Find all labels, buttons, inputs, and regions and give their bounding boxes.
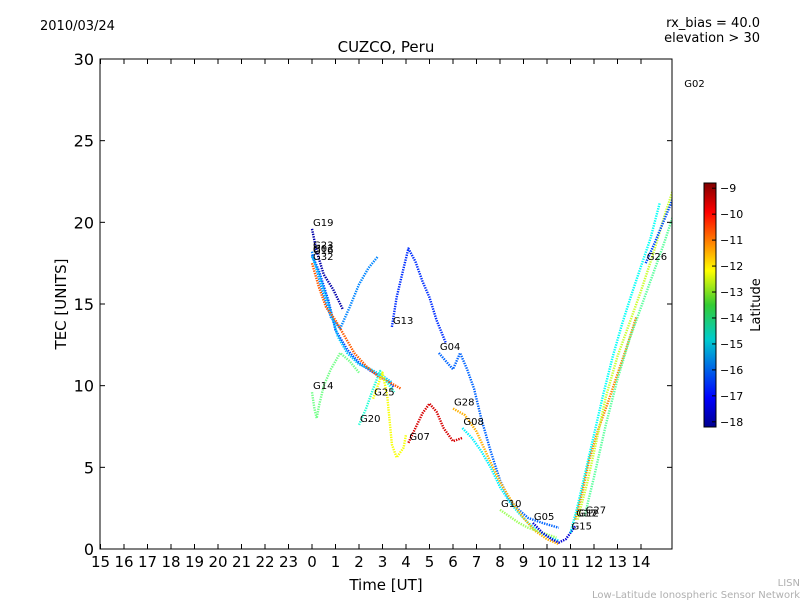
colorbar-tick-label: −15 [720,338,743,351]
data-marks [310,189,672,546]
trace-g23 [310,251,379,330]
series-label-g02: G02 [684,79,704,90]
x-tick-label: 5 [425,553,435,571]
footer-network: Low-Latitude Ionospheric Sensor Network [592,590,800,600]
rx-bias-label: rx_bias = 40.0 [666,16,760,31]
x-tick-label: 22 [255,553,274,571]
colorbar-tick-label: −9 [720,182,736,195]
x-tick-label: 18 [161,553,180,571]
series-label-g28: G28 [454,398,474,409]
x-tick-label: 10 [537,553,556,571]
x-tick-label: 3 [378,553,388,571]
series-label-g17: G17 [576,509,596,520]
series-label-g27: G27 [586,505,606,516]
trace-g20 [357,369,396,426]
series-label-g04: G04 [440,342,460,353]
series-label-g32: G32 [313,252,333,263]
y-axis-label: TEC [UNITS] [52,259,70,351]
y-tick-label: 20 [74,213,94,232]
x-tick-label: 20 [208,553,227,571]
series-label-g15: G15 [572,522,592,533]
colorbar-tick-label: −18 [720,416,743,429]
trace-g07 [407,402,463,444]
trace-g08 [461,427,560,542]
x-tick-label: 4 [401,553,411,571]
series-label-g05: G05 [534,512,554,523]
series-label-g10: G10 [501,499,521,510]
x-tick-label: 11 [561,553,580,571]
trace-g16 [310,256,393,384]
trace-g12 [576,189,672,520]
series-label-g14: G14 [313,381,333,392]
series-label-g03: G03 [313,244,333,255]
x-tick-label: 16 [114,553,133,571]
trace-g04 [437,351,560,529]
x-tick-label: 7 [472,553,482,571]
trace-g26 [644,197,672,264]
colorbar: −9 −10 −11 −12 −13 −14 −15 −16 −17 −18 Latitude [703,182,764,429]
y-tick-label: 25 [74,132,94,151]
trace-g10 [499,508,557,539]
trace-g19 [310,228,344,310]
x-tick-label: 0 [307,553,317,571]
colorbar-tick-label: −17 [720,390,743,403]
x-tick-label: 17 [138,553,157,571]
x-axis: 15 16 17 18 19 20 21 22 23 0 1 2 3 4 5 6 7 8 9 10 11 12 13 14 [91,59,651,571]
y-tick-label: 10 [74,377,94,396]
date-label: 2010/03/24 [40,19,115,34]
colorbar-tick-label: −10 [720,208,743,221]
series-label-g20: G20 [360,414,380,425]
y-tick-label: 15 [74,295,94,314]
x-tick-label: 2 [354,553,364,571]
series-label-g13: G13 [393,316,413,327]
trace-g28 [452,407,560,546]
series-label-g16: G16 [313,246,333,257]
chart-title: CUZCO, Peru [338,38,435,56]
series-label-g26: G26 [647,252,667,263]
series-label-g25: G25 [374,388,394,399]
series-label-g12: G12 [579,509,599,520]
colorbar-tick-label: −12 [720,260,743,273]
colorbar-label: Latitude [749,278,764,332]
colorbar-tick-label: −13 [720,286,743,299]
trace-g32 [310,262,402,390]
x-tick-label: 19 [185,553,204,571]
y-axis: 0 5 10 15 20 25 30 [74,50,672,559]
series-label-g07: G07 [409,432,429,443]
x-tick-label: 6 [448,553,458,571]
colorbar-tick-label: −11 [720,234,743,247]
x-tick-label: 14 [631,553,650,571]
series-label-g23: G23 [313,241,333,252]
colorbar-tick-label: −14 [720,312,743,325]
x-tick-label: 21 [232,553,251,571]
x-tick-label: 12 [584,553,603,571]
trace-g27 [583,215,672,517]
series-label-g08: G08 [463,417,483,428]
x-tick-label: 8 [495,553,505,571]
y-tick-label: 0 [84,540,94,559]
elevation-label: elevation > 30 [664,31,760,46]
x-tick-label: 1 [331,553,341,571]
y-tick-label: 30 [74,50,94,69]
colorbar-gradient [703,182,717,428]
trace-g15 [569,202,661,534]
colorbar-tick-label: −16 [720,364,743,377]
x-tick-label: 13 [608,553,627,571]
series-label-g19: G19 [313,218,333,229]
x-tick-label: 15 [91,553,110,571]
x-axis-label: Time [UT] [348,576,422,594]
trace-g13 [390,247,448,344]
colorbar-ticks: −9 −10 −11 −12 −13 −14 −15 −16 −17 −18 [712,182,743,429]
y-tick-label: 5 [84,458,94,477]
x-tick-label: 9 [519,553,529,571]
trace-g25 [371,371,408,459]
footer-lisn: LISN [778,578,800,589]
x-tick-label: 23 [279,553,298,571]
